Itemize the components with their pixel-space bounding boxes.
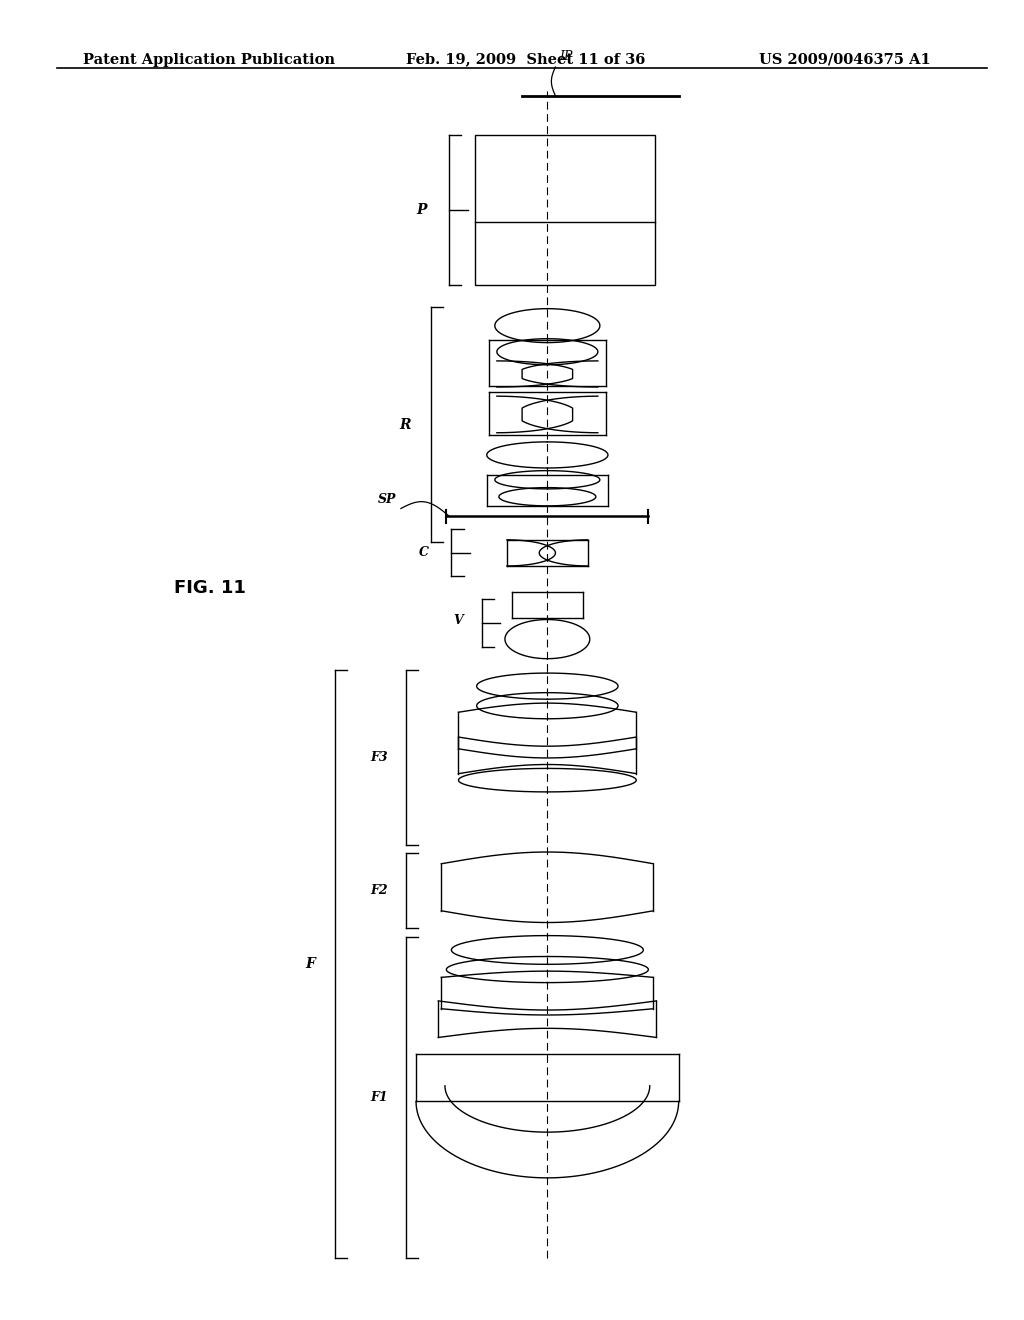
Text: F1: F1	[370, 1092, 388, 1104]
Text: C: C	[419, 546, 429, 560]
Text: R: R	[399, 418, 411, 432]
Text: F2: F2	[370, 884, 388, 898]
Text: F3: F3	[370, 751, 388, 764]
Text: US 2009/0046375 A1: US 2009/0046375 A1	[760, 53, 931, 66]
Bar	[475, 135, 655, 285]
Text: IP: IP	[559, 50, 572, 63]
Text: V: V	[454, 614, 464, 627]
Text: FIG. 11: FIG. 11	[174, 579, 246, 597]
Text: F: F	[305, 957, 315, 972]
Text: Patent Application Publication: Patent Application Publication	[83, 53, 335, 66]
Text: P: P	[417, 203, 427, 216]
Text: SP: SP	[378, 492, 396, 506]
Text: Feb. 19, 2009  Sheet 11 of 36: Feb. 19, 2009 Sheet 11 of 36	[406, 53, 645, 66]
